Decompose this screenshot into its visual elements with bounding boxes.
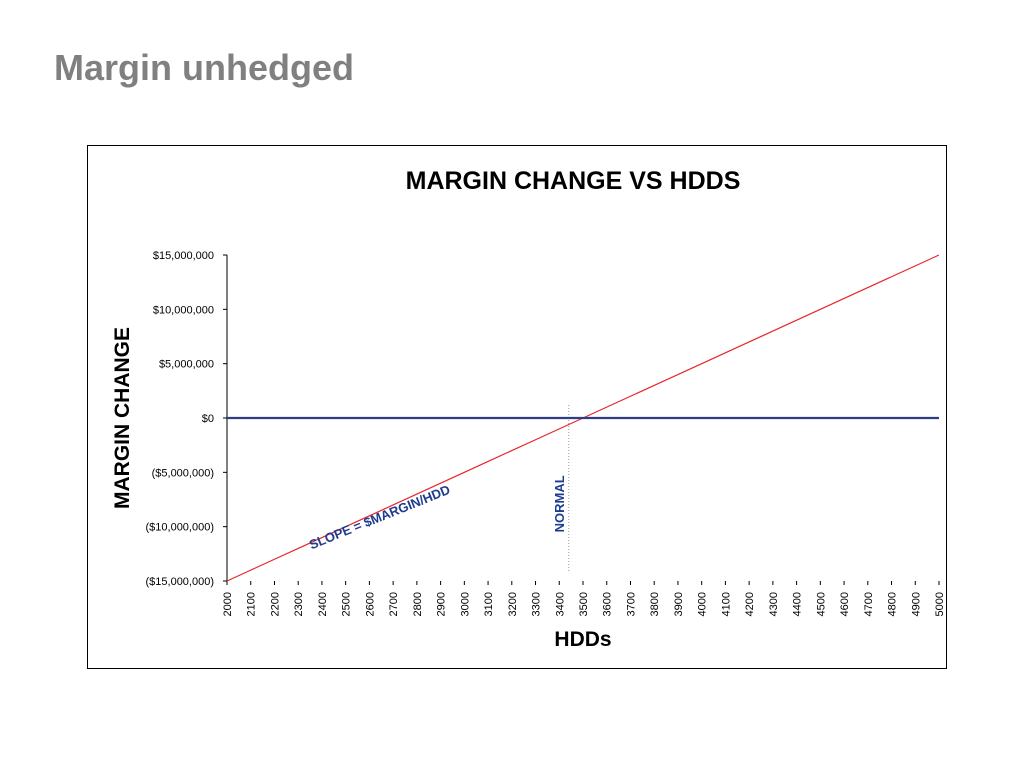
x-tick-label: 4700 xyxy=(863,592,875,616)
margin-change-chart: MARGIN CHANGE VS HDDS MARGIN CHANGE HDDs… xyxy=(111,167,947,651)
x-tick-label: 3500 xyxy=(578,592,590,616)
x-tick-label: 3300 xyxy=(531,592,543,616)
x-tick-label: 2300 xyxy=(293,592,305,616)
normal-annotation: NORMAL xyxy=(552,475,567,532)
y-tick-label: $5,000,000 xyxy=(159,359,214,371)
x-tick-label: 2000 xyxy=(222,592,234,616)
x-tick-label: 3800 xyxy=(649,592,661,616)
y-tick-label: $10,000,000 xyxy=(153,304,214,316)
x-tick-label: 3200 xyxy=(507,592,519,616)
x-tick-label: 2700 xyxy=(388,592,400,616)
x-tick-label: 2900 xyxy=(436,592,448,616)
x-tick-label: 2800 xyxy=(412,592,424,616)
y-tick-label: ($5,000,000) xyxy=(152,467,214,479)
x-tick-label: 2200 xyxy=(269,592,281,616)
slope-annotation: SLOPE = $MARGIN/HDD xyxy=(307,482,452,552)
x-tick-label: 2600 xyxy=(364,592,376,616)
x-tick-label: 4900 xyxy=(910,592,922,616)
slide-title: Margin unhedged xyxy=(54,47,354,88)
x-tick-label: 3900 xyxy=(673,592,685,616)
x-tick-label: 4600 xyxy=(839,592,851,616)
x-tick-label: 3700 xyxy=(625,592,637,616)
x-tick-label: 4800 xyxy=(887,592,899,616)
axes: $15,000,000 $10,000,000 $5,000,000 $0 ($5,00… xyxy=(146,250,947,616)
x-tick-label: 4300 xyxy=(768,592,780,616)
y-tick-label: $15,000,000 xyxy=(153,250,214,262)
x-axis-title: HDDs xyxy=(554,628,611,651)
x-tick-label: 2500 xyxy=(341,592,353,616)
y-tick-label: ($10,000,000) xyxy=(146,522,215,534)
x-tick-label: 3000 xyxy=(459,592,471,616)
x-tick-label: 4500 xyxy=(815,592,827,616)
x-tick-label: 4200 xyxy=(744,592,756,616)
x-tick-label: 3400 xyxy=(554,592,566,616)
y-tick-label: $0 xyxy=(202,413,214,425)
x-tick-label: 5000 xyxy=(934,592,946,616)
x-tick-label: 4400 xyxy=(792,592,804,616)
y-axis-title: MARGIN CHANGE xyxy=(111,327,134,509)
x-tick-label: 3600 xyxy=(602,592,614,616)
x-tick-label: 4000 xyxy=(697,592,709,616)
chart-title: MARGIN CHANGE VS HDDS xyxy=(406,167,741,195)
series xyxy=(226,254,940,582)
annotations: SLOPE = $MARGIN/HDD NORMAL xyxy=(307,475,567,552)
chart-frame: MARGIN CHANGE VS HDDS MARGIN CHANGE HDDs… xyxy=(87,145,947,669)
x-tick-label: 4100 xyxy=(720,592,732,616)
x-tick-label: 2100 xyxy=(246,592,258,616)
y-tick-label: ($15,000,000) xyxy=(146,576,215,588)
x-tick-label: 3100 xyxy=(483,592,495,616)
x-tick-label: 2400 xyxy=(317,592,329,616)
